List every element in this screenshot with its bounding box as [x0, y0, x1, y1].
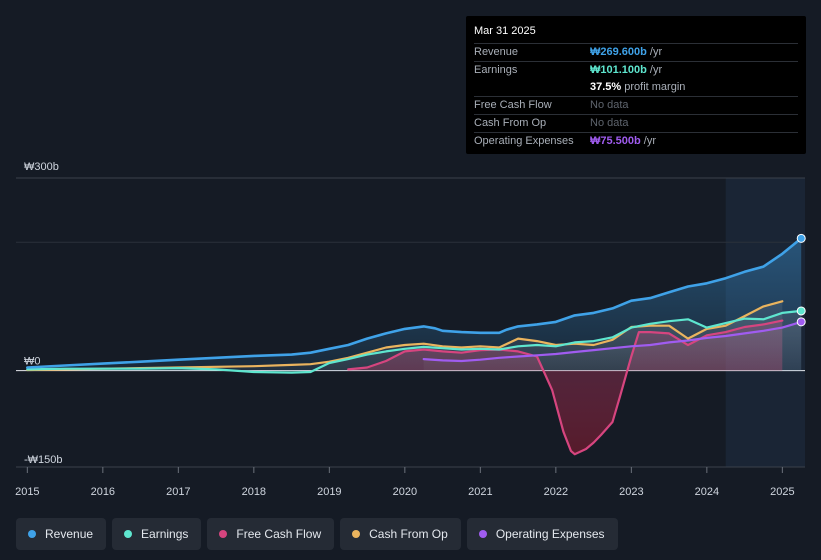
- tooltip-label: [474, 79, 590, 96]
- legend-dot-icon: [352, 530, 361, 538]
- legend-item-free-cash-flow[interactable]: Free Cash Flow: [207, 518, 335, 550]
- legend-label: Operating Expenses: [495, 527, 605, 541]
- x-tick-label: 2021: [468, 486, 492, 498]
- series-lines: [26, 233, 806, 456]
- legend-dot-icon: [219, 530, 228, 538]
- free-cash-flow-line: [347, 319, 784, 456]
- tooltip-label: Earnings: [474, 64, 518, 76]
- x-tick-label: 2018: [242, 486, 266, 498]
- x-tick-label: 2020: [393, 486, 417, 498]
- x-tick-label: 2019: [317, 486, 341, 498]
- tooltip-row-cash-from-op: Cash From Op No data: [474, 114, 798, 132]
- earnings-line: [26, 309, 803, 374]
- x-tick-label: 2015: [15, 486, 39, 498]
- tooltip-label: Operating Expenses: [474, 135, 574, 147]
- chart-svg: ₩300b₩0-₩150b 2015 2016 2017 2018 2019 2020 20…: [15, 161, 806, 498]
- tooltip-row-profit-margin: 37.5% profit margin: [474, 79, 798, 96]
- tooltip-row-operating-expenses: Operating Expenses ₩75.500b /yr: [474, 132, 798, 150]
- x-tick-label: 2023: [619, 486, 643, 498]
- y-tick-label: ₩0: [24, 356, 41, 368]
- tooltip-date: Mar 31 2025: [474, 25, 536, 37]
- legend-dot-icon: [28, 530, 36, 538]
- revenue-end-marker[interactable]: [796, 233, 806, 243]
- legend-item-cash-from-op[interactable]: Cash From Op: [340, 518, 461, 550]
- cash-from-op-line: [26, 300, 784, 372]
- y-tick-label: ₩300b: [24, 161, 59, 173]
- x-tick-label: 2024: [695, 486, 719, 498]
- tooltip-label: Cash From Op: [474, 117, 547, 129]
- x-axis-ticks: 2015 2016 2017 2018 2019 2020 2021 2022 2023 2024…: [15, 467, 795, 498]
- legend-dot-icon: [478, 530, 487, 538]
- operating-expenses-area: [423, 321, 802, 371]
- legend-item-revenue[interactable]: Revenue: [16, 518, 107, 550]
- x-tick-label: 2016: [91, 486, 115, 498]
- tooltip-unit: /yr: [640, 135, 657, 147]
- legend-label: Earnings: [141, 527, 189, 541]
- tooltip-value: No data: [590, 117, 629, 129]
- revenue-line: [26, 237, 803, 369]
- legend-item-earnings[interactable]: Earnings: [112, 518, 202, 550]
- operating-expenses-end-marker[interactable]: [796, 317, 806, 327]
- tooltip-value: ₩269.600b: [590, 46, 647, 58]
- legend-label: Revenue: [45, 527, 94, 541]
- legend-label: Cash From Op: [369, 527, 448, 541]
- x-tick-label: 2017: [166, 486, 190, 498]
- tooltip-value: ₩101.100b: [590, 64, 647, 76]
- operating-expenses-line: [422, 320, 803, 363]
- tooltip-row-free-cash-flow: Free Cash Flow No data: [474, 96, 798, 114]
- tooltip-row-revenue: Revenue ₩269.600b /yr: [474, 43, 798, 61]
- y-tick-label: -₩150b: [24, 454, 63, 466]
- tooltip-unit: /yr: [646, 64, 663, 76]
- tooltip-unit: profit margin: [621, 81, 686, 93]
- series-areas: [27, 238, 802, 455]
- legend-dot-icon: [124, 530, 133, 538]
- tooltip-value: ₩75.500b: [590, 135, 641, 147]
- tooltip-label: Free Cash Flow: [474, 99, 552, 111]
- legend-item-operating-expenses[interactable]: Operating Expenses: [466, 518, 618, 550]
- tooltip-row-earnings: Earnings ₩101.100b /yr: [474, 61, 798, 79]
- tooltip-value: 37.5%: [590, 81, 622, 93]
- legend-label: Free Cash Flow: [236, 527, 322, 541]
- tooltip-value: No data: [590, 99, 629, 111]
- data-tooltip: Mar 31 2025 Revenue ₩269.600b /yr Earnin…: [466, 16, 806, 154]
- earnings-end-marker[interactable]: [796, 306, 806, 316]
- chart-legend: Revenue Earnings Free Cash Flow Cash Fro…: [16, 518, 618, 550]
- x-tick-label: 2025: [770, 486, 794, 498]
- y-axis-labels: ₩300b ₩0 -₩150b: [24, 161, 63, 466]
- tooltip-unit: /yr: [646, 46, 663, 58]
- x-tick-label: 2022: [544, 486, 568, 498]
- tooltip-label: Revenue: [474, 46, 519, 58]
